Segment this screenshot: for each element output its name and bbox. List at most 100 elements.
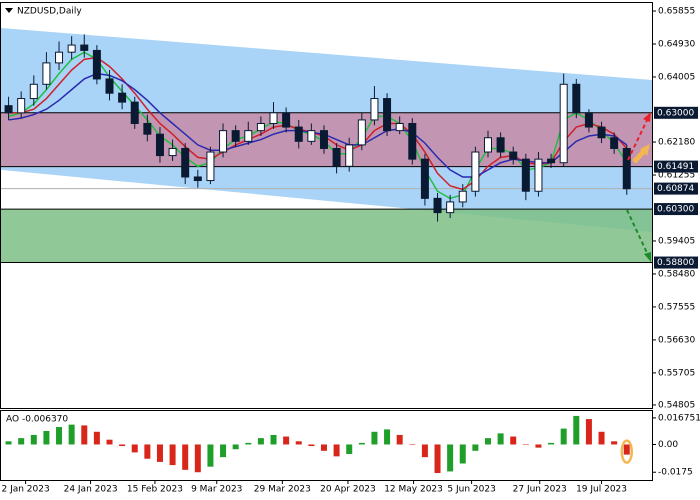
y-tick-label: 0.64005	[658, 72, 695, 82]
candle-body	[496, 137, 505, 153]
y-tick-label: 0.56630	[658, 335, 695, 345]
level-label: 0.61491	[657, 162, 694, 172]
candle-body	[559, 83, 568, 164]
candle-body	[471, 151, 480, 192]
ao-bar	[522, 444, 529, 445]
y-tick-label: 0.62180	[658, 138, 695, 148]
main-frame	[0, 2, 653, 409]
candle-body	[256, 123, 265, 132]
candle-body	[55, 51, 64, 64]
ao-bar	[232, 444, 239, 450]
arrow-down	[626, 209, 649, 256]
candle-body	[345, 144, 354, 167]
candle-body	[610, 137, 619, 149]
candle-body	[282, 112, 291, 128]
arrow-down-head	[644, 252, 651, 262]
ao-bar	[257, 438, 264, 445]
candle-body	[572, 83, 581, 114]
ao-bar	[459, 444, 466, 464]
indicator-label: AO -0.006370	[6, 415, 68, 425]
candle-body	[509, 151, 518, 160]
candle-body	[67, 44, 76, 53]
candle-body	[420, 158, 429, 199]
candle-body	[294, 126, 303, 142]
ao-bar	[43, 430, 50, 445]
ao-bar	[156, 444, 163, 462]
candle-body	[29, 83, 38, 100]
candle-body	[17, 98, 26, 114]
ao-bar	[18, 438, 25, 445]
level-label: 0.63000	[657, 108, 694, 118]
candle-body	[155, 133, 164, 157]
ao-bar	[484, 438, 491, 445]
highlight	[620, 439, 634, 464]
candle-body	[433, 197, 442, 214]
level-box	[654, 256, 698, 269]
ao-bar	[333, 444, 340, 457]
candle-body	[370, 98, 379, 121]
candle-body	[130, 101, 139, 125]
y-tick-label: 0.58480	[658, 269, 695, 279]
ao-bar	[283, 436, 290, 445]
ao-bar	[510, 436, 517, 445]
ao-bar	[384, 429, 391, 445]
ao-bar	[421, 444, 428, 458]
candle-body	[622, 147, 631, 190]
ao-bar	[434, 444, 441, 474]
level-label: 0.58800	[657, 258, 694, 268]
x-tick-label: 29 Mar 2023	[254, 485, 311, 495]
ao-bar	[396, 434, 403, 445]
ao-bar	[220, 444, 227, 458]
candle-body	[80, 44, 89, 51]
ao-bar	[194, 444, 201, 473]
candle-body	[181, 147, 190, 178]
y-tick-label: 0.57555	[658, 302, 695, 312]
ao-bar	[320, 444, 327, 451]
candle-body	[408, 123, 417, 160]
candle-body	[332, 147, 341, 167]
x-tick-label: 2 Jan 2023	[1, 485, 49, 495]
ao-bar	[371, 431, 378, 445]
ao-bar	[585, 419, 592, 445]
candle-body	[231, 130, 240, 142]
ao-bar	[308, 444, 315, 447]
arrow-up	[627, 117, 649, 161]
candle-body	[534, 158, 543, 192]
ao-bar	[93, 431, 100, 445]
ao-bar	[270, 434, 277, 445]
arrow-orange-head	[640, 144, 650, 156]
x-tick-label: 27 Jun 2023	[513, 485, 567, 495]
ao-bar	[548, 442, 555, 445]
x-tick-label: 12 May 2023	[384, 485, 443, 495]
candle-body	[521, 158, 530, 192]
ao-tick-label: -0.0175	[658, 468, 693, 478]
ao-bar	[598, 431, 605, 445]
ao-bar	[68, 424, 75, 445]
level-box	[654, 203, 698, 216]
candle-body	[584, 112, 593, 128]
ao-bar	[447, 444, 454, 472]
candle-body	[168, 147, 177, 157]
y-tick-label: 0.55705	[658, 368, 695, 378]
y-tick-label: 0.61255	[658, 171, 695, 181]
ao-pane	[5, 415, 634, 474]
candle-body	[193, 176, 202, 182]
menu-triangle[interactable]	[5, 8, 13, 13]
ao-bar	[623, 444, 630, 455]
candle-body	[118, 92, 127, 103]
candle-body	[206, 151, 215, 182]
candle-body	[269, 112, 278, 125]
ao-bar	[535, 444, 542, 448]
candle-body	[105, 78, 114, 94]
ao-bar	[409, 444, 416, 445]
ao-bar	[131, 444, 138, 453]
ao-tick-label: 0.016751	[658, 413, 700, 423]
ao-bar	[611, 441, 618, 445]
level-label: 0.60874	[657, 184, 694, 194]
y-tick-label: 0.64930	[658, 39, 695, 49]
level-box	[654, 106, 698, 119]
ao-bar	[472, 444, 479, 451]
candle-body	[92, 49, 101, 80]
